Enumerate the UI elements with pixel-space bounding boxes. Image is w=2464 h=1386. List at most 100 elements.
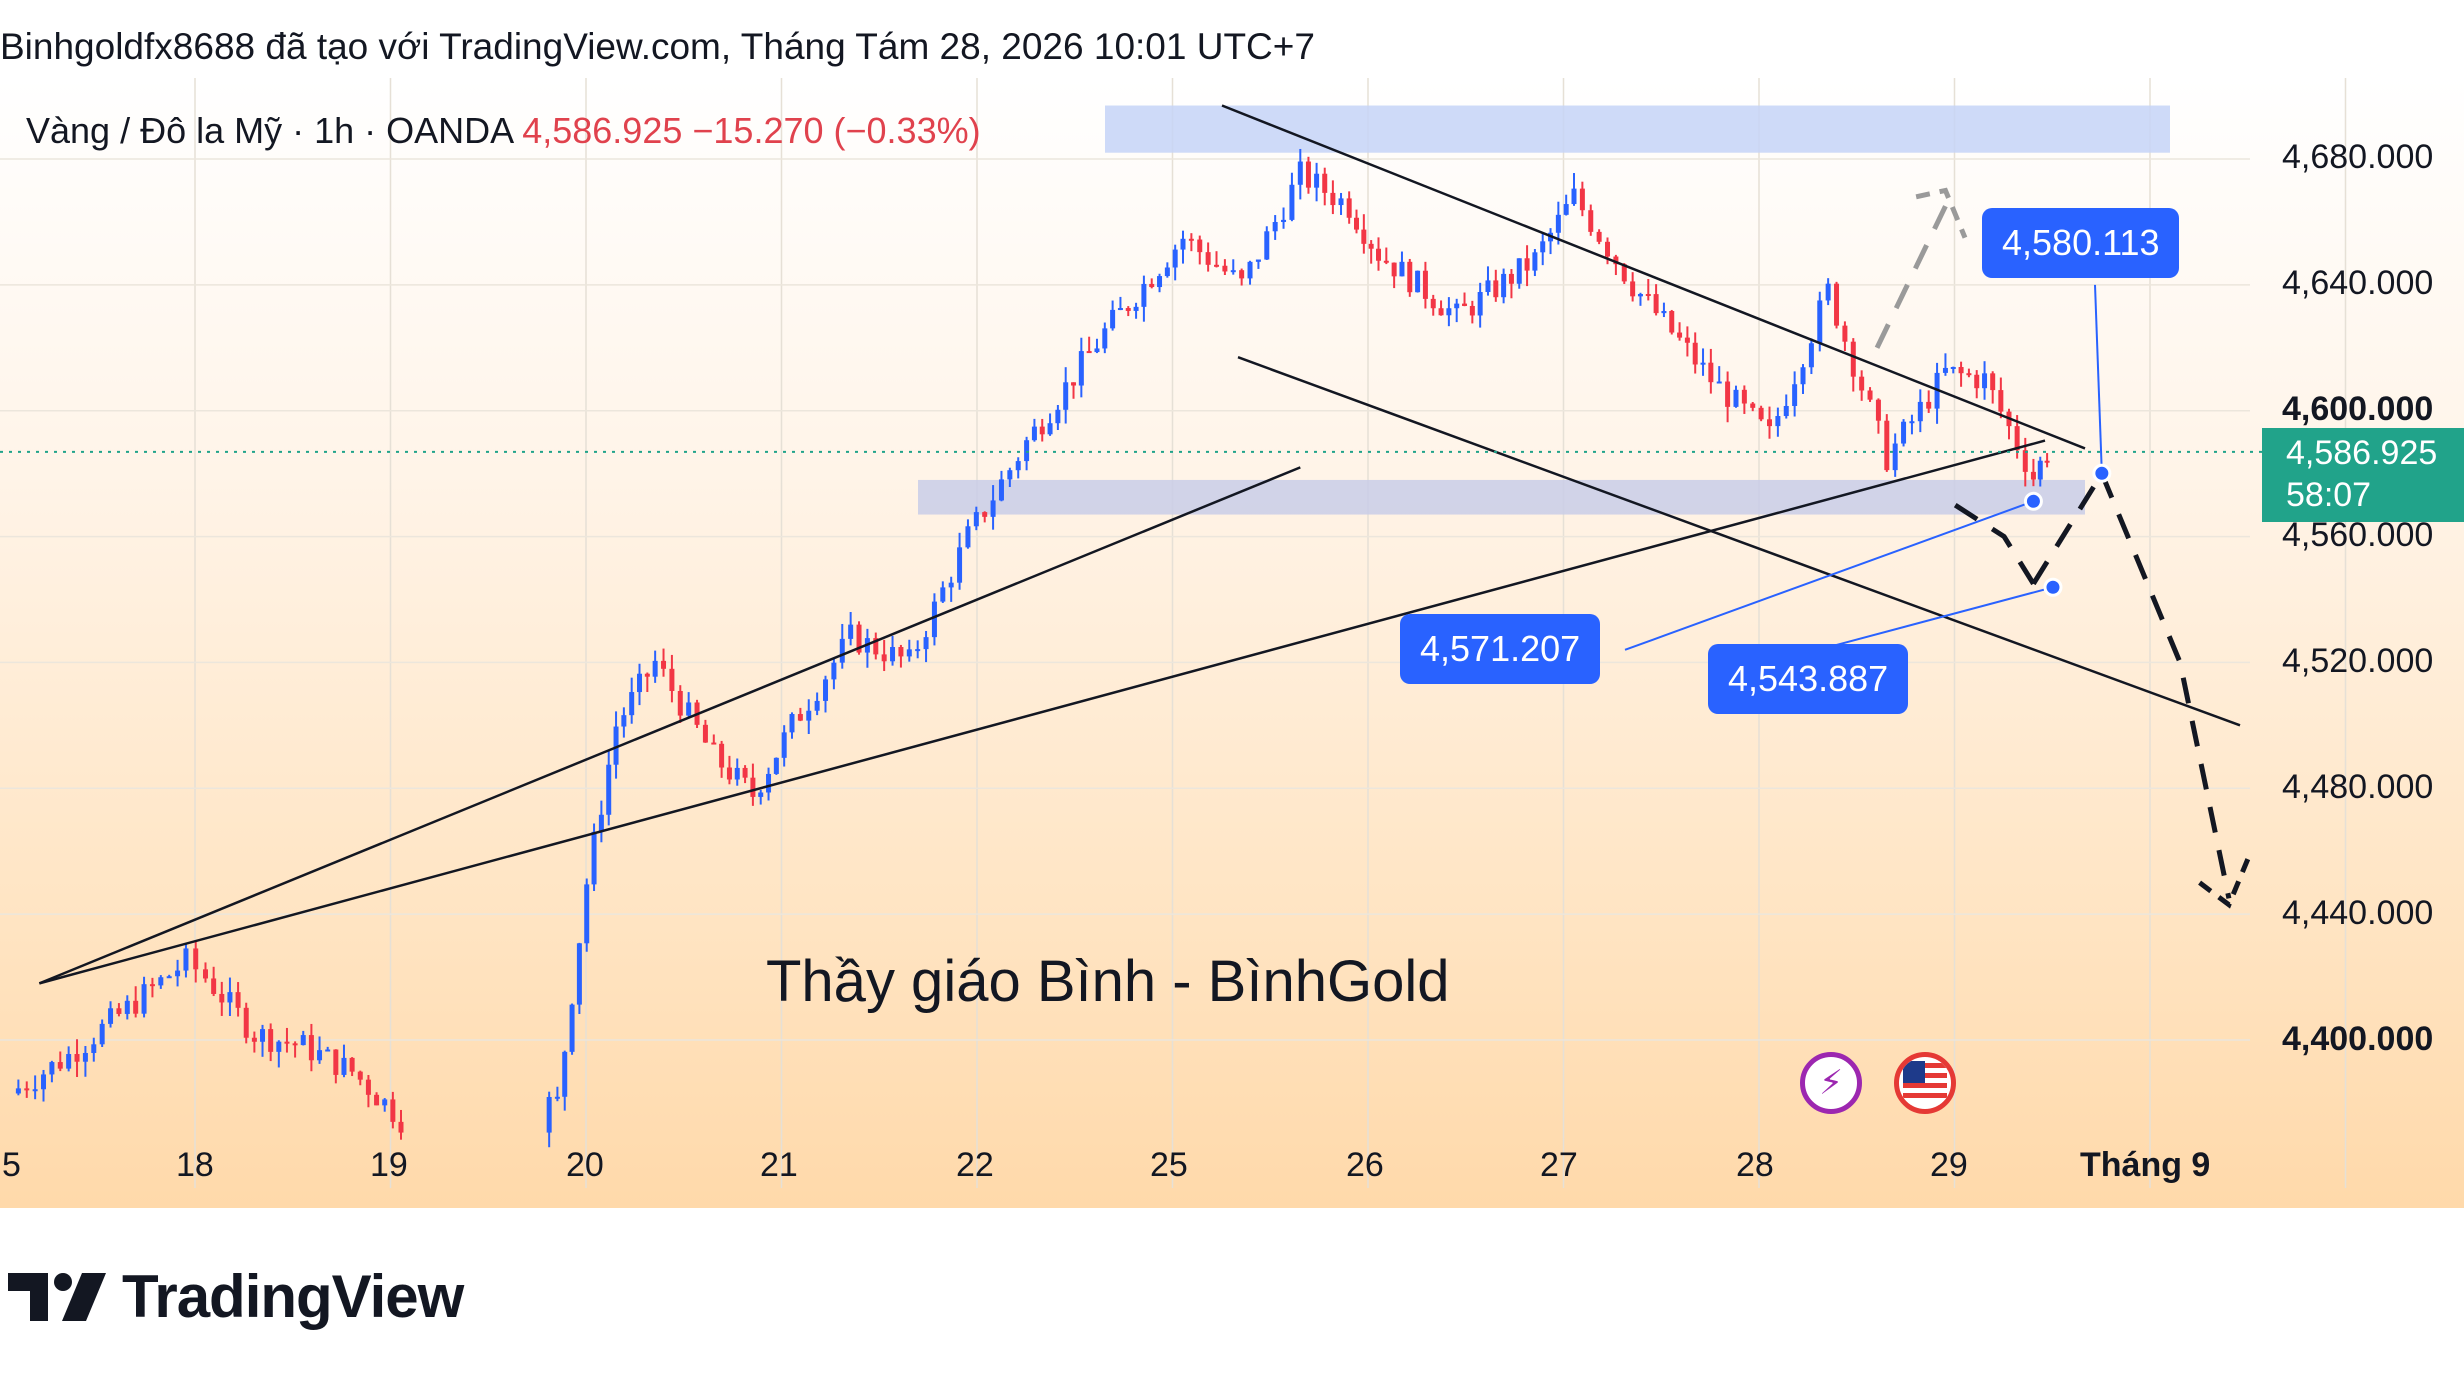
candle-body xyxy=(235,992,241,1008)
candle-body xyxy=(1180,238,1186,250)
candle-body xyxy=(1454,303,1460,309)
candle-body xyxy=(781,732,787,758)
tradingview-logo[interactable]: TradingView xyxy=(8,1262,464,1331)
candle-body xyxy=(227,992,233,1003)
price-axis-label: 4,440.000 xyxy=(2282,894,2434,932)
candle-body xyxy=(183,948,189,971)
candle-body xyxy=(806,710,812,721)
candle-body xyxy=(1438,308,1444,316)
price-axis-label: 4,480.000 xyxy=(2282,768,2434,806)
candle-body xyxy=(1775,416,1781,427)
candle-body xyxy=(1361,229,1367,244)
candle-body xyxy=(839,638,845,663)
callout-leader xyxy=(1624,500,2034,651)
candle-body xyxy=(1172,249,1178,268)
candle-body xyxy=(333,1049,339,1075)
candle-body xyxy=(1661,311,1667,314)
candle-body xyxy=(1892,443,1898,471)
candle-body xyxy=(1281,219,1287,223)
time-axis-label: 26 xyxy=(1346,1146,1384,1184)
candle-body xyxy=(1990,373,1996,391)
candle-body xyxy=(606,764,612,815)
candle-body xyxy=(66,1054,72,1069)
time-axis-label: 22 xyxy=(956,1146,994,1184)
symbol-change: −15.270 (−0.33%) xyxy=(692,110,981,151)
candle-body xyxy=(1477,292,1483,316)
resistance-zone xyxy=(1105,105,2170,153)
candle-body xyxy=(998,479,1004,501)
price-axis-label: 4,680.000 xyxy=(2282,138,2434,176)
candle-body xyxy=(1063,382,1069,410)
candle-body xyxy=(1102,328,1108,349)
candle-body xyxy=(99,1023,105,1045)
candle-body xyxy=(141,984,147,1014)
candle-body xyxy=(158,977,164,986)
candle-body xyxy=(758,792,764,797)
candle-body xyxy=(1605,241,1611,257)
candle-body xyxy=(2037,460,2043,480)
lightning-icon[interactable]: ⚡ xyxy=(1800,1052,1862,1114)
candle-body xyxy=(823,679,829,701)
candle-body xyxy=(1264,231,1270,260)
candle-body xyxy=(915,649,921,652)
candle-body xyxy=(1917,401,1923,422)
candle-body xyxy=(598,814,604,832)
candle-body xyxy=(1222,265,1228,272)
candle-body xyxy=(1214,264,1220,267)
candle-body xyxy=(873,638,879,655)
us-flag-icon[interactable] xyxy=(1894,1052,1956,1114)
candle-body xyxy=(1094,348,1100,353)
candle-body xyxy=(193,948,199,970)
candle-body xyxy=(629,692,635,716)
candle-body xyxy=(1314,173,1320,188)
candle-body xyxy=(341,1057,347,1075)
candle-body xyxy=(621,715,627,727)
candle-body xyxy=(1141,283,1147,307)
candle-body xyxy=(990,500,996,517)
symbol-info: Vàng / Đô la Mỹ · 1h · OANDA 4,586.925 −… xyxy=(26,110,981,152)
candle-body xyxy=(32,1089,38,1092)
time-axis-label: Tháng 9 xyxy=(2080,1146,2211,1184)
candle-body xyxy=(1383,260,1389,263)
price-chart-svg[interactable] xyxy=(0,78,2464,1208)
candle-body xyxy=(82,1052,88,1062)
channel-upper-line xyxy=(1221,104,2086,450)
candle-body xyxy=(1669,311,1675,333)
candle-body xyxy=(292,1043,298,1046)
candle-body xyxy=(797,714,803,721)
candle-body xyxy=(1071,382,1077,386)
candle-body xyxy=(1149,283,1155,288)
support-zone xyxy=(918,479,2085,515)
candle-body xyxy=(1230,270,1236,273)
candle-body xyxy=(1950,367,1956,370)
projection-alt-up xyxy=(1874,205,1948,349)
candle-body xyxy=(1926,401,1932,409)
candle-body xyxy=(268,1029,274,1052)
candle-body xyxy=(1297,161,1303,185)
candle-body xyxy=(1700,362,1706,365)
candle-body xyxy=(881,654,887,662)
candle-body xyxy=(1741,389,1747,404)
candle-body xyxy=(2022,450,2028,472)
price-axis-label: 4,560.000 xyxy=(2282,516,2434,554)
candle-body xyxy=(1901,421,1907,444)
candle-body xyxy=(814,700,820,711)
candle-body xyxy=(1346,198,1352,218)
candle-body xyxy=(1133,306,1139,311)
candle-body xyxy=(1164,267,1170,277)
time-axis-label: 18 xyxy=(176,1146,214,1184)
candle-body xyxy=(1255,259,1261,262)
candle-body xyxy=(546,1096,552,1133)
candle-body xyxy=(1117,308,1123,311)
candle-body xyxy=(1758,407,1764,420)
candle-body xyxy=(1555,214,1561,233)
last-price-label: 4,586.925 58:07 xyxy=(2262,428,2464,522)
author-watermark: Thầy giáo Bình - BìnhGold xyxy=(766,949,1450,1014)
candle-body xyxy=(562,1051,568,1097)
time-axis-label: 28 xyxy=(1736,1146,1774,1184)
candle-body xyxy=(382,1099,388,1106)
time-axis-label: 25 xyxy=(1150,1146,1188,1184)
price-axis-label: 4,600.000 xyxy=(2282,390,2434,428)
candle-body xyxy=(1407,261,1413,293)
candle-body xyxy=(1188,238,1194,241)
